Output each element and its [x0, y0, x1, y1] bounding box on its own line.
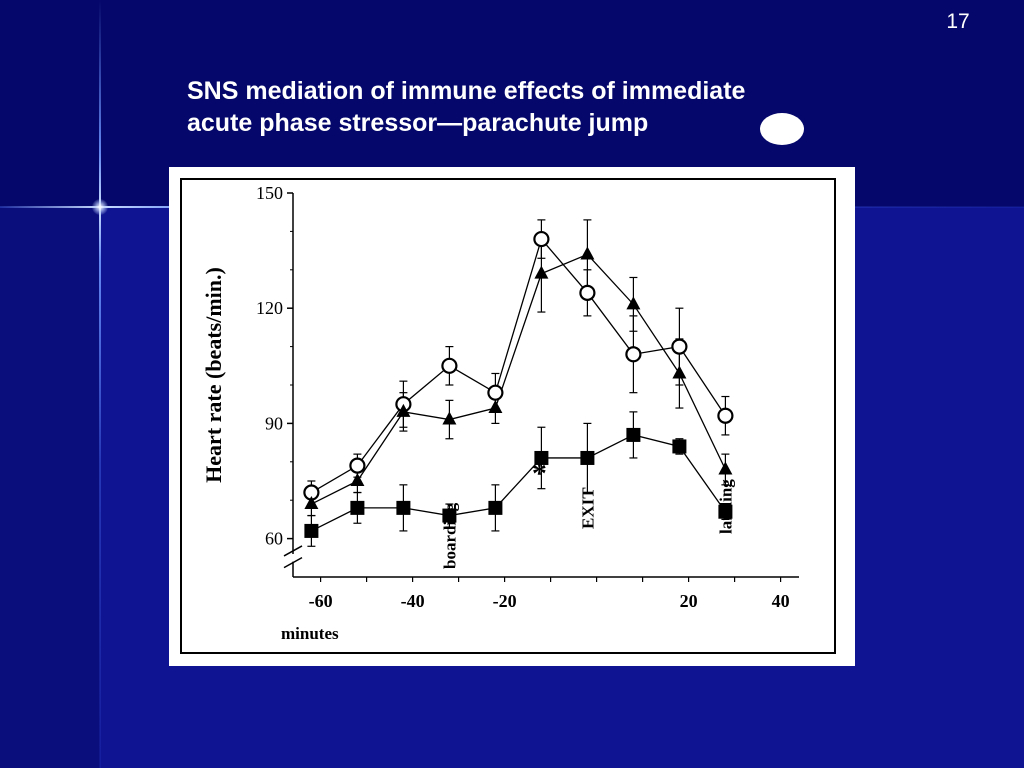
data-point-circle	[625, 346, 642, 363]
data-point-triangle	[626, 296, 641, 310]
data-point-square	[672, 439, 687, 454]
data-point-triangle	[442, 411, 457, 425]
data-point-triangle	[488, 400, 503, 414]
y-tick-label: 60	[265, 529, 283, 549]
data-point-square	[626, 427, 641, 442]
left-band	[0, 207, 100, 768]
data-point-square	[580, 450, 595, 465]
data-point-square	[396, 500, 411, 515]
y-tick-label: 90	[265, 413, 283, 433]
x-tick-label: -20	[493, 591, 517, 611]
chart-figure: 60 90 120 150 -60 -40 -20 20 40 minutes Heart rate…	[169, 167, 855, 666]
annotation-asterisk: *	[532, 457, 547, 490]
axis-break-mark	[283, 545, 303, 557]
oval-shape	[760, 113, 804, 145]
x-tick-label: 40	[772, 591, 790, 611]
data-point-square	[350, 500, 365, 515]
data-point-circle	[533, 230, 550, 248]
slide-title: SNS mediation of immune effects of immed…	[187, 75, 907, 139]
heart-rate-chart: 60 90 120 150 -60 -40 -20 20 40 minutes Heart rate…	[180, 178, 836, 654]
data-point-square	[534, 450, 549, 465]
data-point-triangle	[396, 403, 411, 417]
chart-frame	[180, 178, 836, 654]
slide-title-line-2: acute phase stressor—parachute jump	[187, 109, 649, 137]
data-point-circle	[349, 457, 366, 474]
x-tick-label: -60	[309, 591, 333, 611]
data-point-triangle	[350, 473, 365, 486]
sparkle-icon	[92, 199, 108, 215]
data-point-circle	[579, 284, 596, 301]
data-point-circle	[717, 407, 734, 424]
y-tick-label: 120	[256, 298, 283, 318]
data-point-triangle	[304, 496, 319, 510]
data-point-circle	[487, 384, 504, 401]
slide-number: 17	[946, 10, 970, 33]
series-line	[311, 237, 726, 494]
data-point-circle	[671, 338, 688, 355]
data-point-square	[304, 523, 319, 538]
data-point-square	[718, 504, 733, 519]
x-tick-label: -40	[401, 591, 425, 611]
data-point-square	[442, 508, 457, 523]
y-tick-label: 150	[256, 183, 283, 203]
slide-title-line-1: SNS mediation of immune effects of immed…	[187, 77, 746, 105]
axis-break-mark	[283, 556, 303, 569]
annotation-exit: EXIT	[578, 487, 597, 529]
data-point-square	[488, 500, 503, 515]
series-line	[311, 434, 726, 532]
x-tick-label: 20	[680, 591, 698, 611]
data-point-triangle	[580, 246, 595, 260]
y-axis-label: Heart rate (beats/min.)	[201, 267, 226, 483]
data-point-circle	[441, 357, 458, 374]
series-line	[311, 253, 726, 505]
vertical-glow-line	[99, 0, 101, 768]
annotation-boarding: boarding	[440, 502, 459, 569]
annotation-landing: landing	[716, 479, 735, 534]
data-point-triangle	[718, 461, 733, 475]
data-point-triangle	[672, 365, 687, 379]
data-point-triangle	[534, 265, 549, 279]
x-axis-label: minutes	[281, 624, 339, 643]
